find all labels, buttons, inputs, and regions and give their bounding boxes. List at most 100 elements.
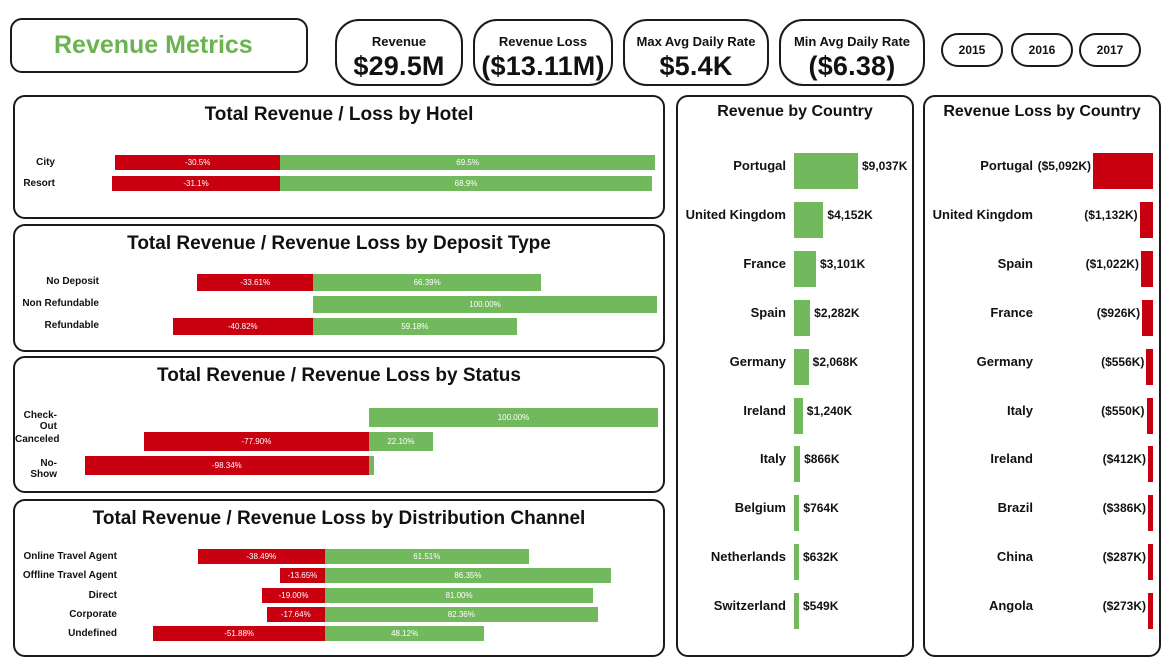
loss_by_country-value-label: ($556K) [1101, 354, 1145, 369]
status-row-label: Check-Out [23, 410, 57, 432]
channel-chart-panel: Total Revenue / Revenue Loss by Distribu… [13, 499, 665, 657]
channel-row-label: Corporate [69, 608, 117, 620]
revenue_by_country-bar [794, 201, 824, 238]
loss_by_country-value-label: ($273K) [1102, 599, 1146, 614]
revenue_by_country-country-label: France [743, 255, 786, 271]
loss_by_country-bar [1148, 544, 1153, 581]
kpi-min-adr-value: ($6.38) [808, 51, 896, 81]
channel-negative-bar: -51.88% [153, 626, 325, 642]
revenue_by_country-value-label: $2,282K [814, 305, 860, 320]
channel-row-label: Online Travel Agent [23, 551, 117, 562]
loss_by_country-value-label: ($926K) [1096, 305, 1141, 320]
revenue_by_country-value-label: $764K [803, 501, 839, 516]
revenue_by_country-country-label: United Kingdom [685, 206, 786, 222]
loss_by_country-country-label: China [996, 549, 1033, 565]
channel-positive-bar: 61.51% [325, 549, 529, 564]
year-filter-2015-button[interactable]: 2015 [941, 33, 1003, 67]
loss_by_country-value-label: ($550K) [1101, 403, 1145, 418]
loss_by_country-country-label: Italy [1006, 402, 1033, 418]
revenue_by_country-country-label: Spain [750, 304, 786, 320]
channel-row-label: Undefined [68, 628, 117, 640]
revenue-by-country-panel: Revenue by Country Portugal $9,037K United… [676, 95, 914, 657]
revenue_by_country-country-label: Belgium [734, 500, 786, 516]
loss_by_country-bar [1140, 250, 1153, 287]
dashboard-title-card: Revenue Metrics [10, 18, 308, 73]
kpi-min-adr-label: Min Avg Daily Rate [793, 34, 911, 49]
deposit-positive-bar: 66.39% [313, 274, 542, 291]
loss_by_country-value-label: ($386K) [1102, 501, 1146, 516]
loss_by_country-country-label: Portugal [980, 158, 1033, 173]
kpi-max-adr-label: Max Avg Daily Rate [636, 34, 756, 49]
revenue_by_country-bar [794, 299, 811, 336]
revenue_by_country-value-label: $1,240K [806, 403, 853, 418]
kpi-revenue-label: Revenue [371, 34, 427, 49]
year-filter-2017-button[interactable]: 2017 [1079, 33, 1141, 67]
status-negative-bar: -77.90% [143, 432, 369, 451]
channel-chart-title: Total Revenue / Revenue Loss by Distribu… [92, 508, 586, 529]
revenue_by_country-value-label: $866K [804, 452, 840, 467]
loss_by_country-country-label: Angola [988, 598, 1033, 614]
loss_by_country-value-label: ($287K) [1102, 550, 1146, 565]
status-positive-bar: 22.10% [369, 432, 433, 451]
loss-by-country-panel: Revenue Loss by Country Portugal ($5,092K… [923, 95, 1161, 657]
revenue_by_country-value-label: $3,101K [819, 256, 866, 271]
revenue_by_country-bar [794, 593, 799, 630]
revenue_by_country-country-label: Germany [729, 353, 786, 369]
kpi-revenue-loss-label: Revenue Loss [498, 34, 588, 49]
deposit-negative-bar: -33.61% [197, 274, 313, 291]
hotel-chart-panel: Total Revenue / Loss by Hotel City -30.5%… [13, 95, 665, 219]
revenue_by_country-country-label: Italy [759, 451, 786, 467]
loss_by_country-value-label: ($1,022K) [1085, 256, 1139, 271]
status-positive-bar [369, 456, 374, 475]
dashboard-title: Revenue Metrics [54, 31, 253, 59]
loss_by_country-bar [1093, 153, 1153, 189]
deposit-chart-title: Total Revenue / Revenue Loss by Deposit … [127, 233, 551, 254]
loss_by_country-bar [1148, 593, 1153, 630]
kpi-revenue-value: $29.5M [353, 51, 445, 81]
revenue-by-country-title: Revenue by Country [717, 103, 873, 120]
kpi-revenue-loss-value: ($13.11M) [481, 51, 605, 81]
revenue_by_country-value-label: $4,152K [827, 207, 873, 222]
status-chart-panel: Total Revenue / Revenue Loss by Status C… [13, 356, 665, 493]
kpi-revenue-loss-card: Revenue Loss ($13.11M) [473, 19, 613, 86]
channel-positive-bar: 81.00% [325, 587, 594, 603]
year-filter-2016-button[interactable]: 2016 [1011, 33, 1073, 67]
hotel-row-label: City [36, 157, 55, 168]
revenue_by_country-bar [794, 495, 800, 532]
loss_by_country-country-label: United Kingdom [932, 206, 1033, 222]
revenue_by_country-bar [794, 348, 809, 385]
loss_by_country-bar [1148, 446, 1153, 483]
channel-row-label: Offline Travel Agent [22, 570, 117, 582]
loss_by_country-country-label: Ireland [990, 451, 1033, 467]
revenue_by_country-bar [794, 153, 858, 189]
loss_by_country-bar [1146, 348, 1153, 385]
loss-by-country-title: Revenue Loss by Country [943, 103, 1141, 120]
hotel-negative-bar: -31.1% [112, 176, 280, 191]
kpi-max-adr-card: Max Avg Daily Rate $5.4K [623, 19, 769, 86]
hotel-chart-title: Total Revenue / Loss by Hotel [204, 104, 474, 125]
channel-positive-bar: 86.35% [325, 568, 611, 584]
revenue_by_country-bar [794, 397, 803, 434]
deposit-row-label: No Deposit [46, 276, 99, 287]
status-positive-bar: 100.00% [369, 408, 658, 427]
kpi-min-adr-card: Min Avg Daily Rate ($6.38) [779, 19, 925, 86]
revenue_by_country-bar [794, 544, 799, 581]
deposit-positive-bar: 100.00% [313, 296, 657, 313]
revenue_by_country-country-label: Portugal [733, 158, 786, 173]
revenue_by_country-country-label: Switzerland [713, 598, 786, 614]
revenue_by_country-value-label: $9,037K [862, 159, 908, 173]
channel-negative-bar: -13.65% [279, 568, 325, 584]
deposit-positive-bar: 59.18% [313, 318, 517, 335]
kpi-revenue-card: Revenue $29.5M [335, 19, 463, 86]
loss_by_country-bar [1142, 299, 1153, 336]
kpi-max-adr-value: $5.4K [659, 51, 733, 81]
channel-positive-bar: 82.36% [325, 606, 598, 622]
hotel-positive-bar: 69.5% [280, 155, 656, 170]
deposit-negative-bar: -40.82% [172, 318, 313, 335]
deposit-chart-panel: Total Revenue / Revenue Loss by Deposit … [13, 224, 665, 352]
deposit-row-label: Non Refundable [22, 298, 99, 309]
revenue_by_country-bar [794, 250, 816, 287]
channel-positive-bar: 48.12% [325, 626, 485, 642]
hotel-positive-bar: 68.9% [280, 176, 653, 191]
loss_by_country-bar [1148, 495, 1153, 532]
